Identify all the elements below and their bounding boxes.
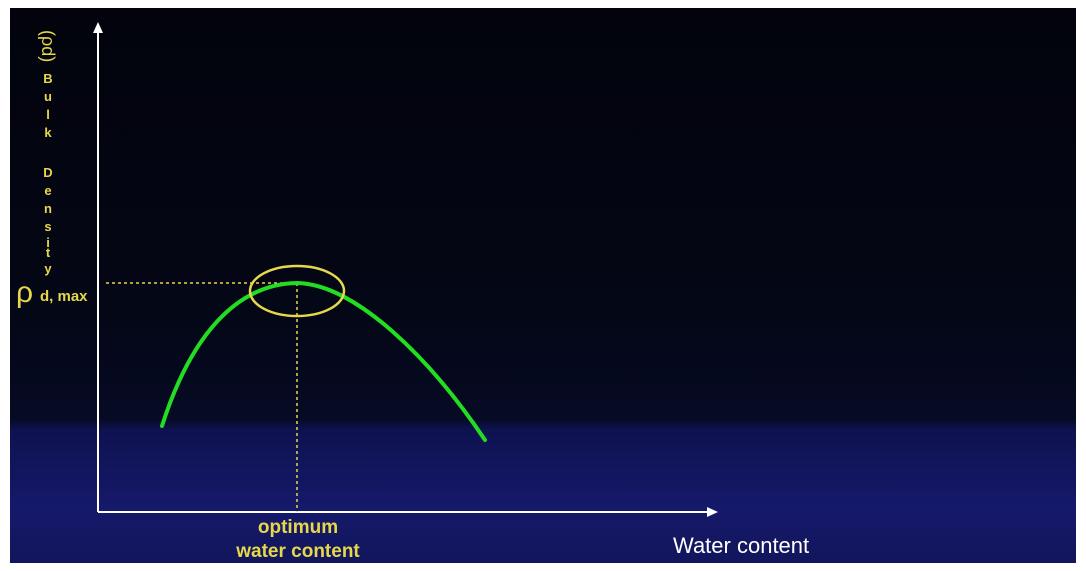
slide-canvas: (ρd) B u l k D e n s i t y ρ d, max opti… bbox=[10, 8, 1076, 563]
x-axis-label: Water content bbox=[673, 533, 810, 558]
compaction-diagram bbox=[93, 22, 718, 517]
y-axis-label-letter: t bbox=[45, 245, 51, 260]
y-axis-label-letter: y bbox=[44, 261, 52, 276]
y-axis-label-letter: D bbox=[43, 165, 53, 180]
y-axis-label-letter: B bbox=[43, 71, 53, 86]
y-axis-label-letter: s bbox=[44, 219, 52, 234]
max-density-subscript: d, max bbox=[40, 288, 88, 305]
y-axis-label-letter: l bbox=[46, 107, 50, 122]
compaction-curve bbox=[160, 280, 487, 442]
optimum-water-content-label: optimum water content bbox=[218, 516, 378, 563]
optimum-label-line2: water content bbox=[236, 541, 360, 562]
y-axis-symbol: (ρd) bbox=[38, 30, 58, 63]
y-axis-label-letter: k bbox=[44, 125, 52, 140]
y-axis-label-letter: e bbox=[44, 183, 52, 198]
y-axis-arrowhead bbox=[93, 22, 103, 33]
peak-highlight-circle bbox=[248, 264, 346, 318]
optimum-label-line1: optimum bbox=[257, 517, 339, 538]
y-axis-label-letter: u bbox=[44, 89, 52, 104]
y-axis-label-letter: i bbox=[46, 235, 50, 250]
max-density-symbol: ρ bbox=[16, 276, 34, 309]
x-axis-arrowhead bbox=[707, 507, 718, 517]
y-axis-label-letter: n bbox=[44, 201, 52, 216]
